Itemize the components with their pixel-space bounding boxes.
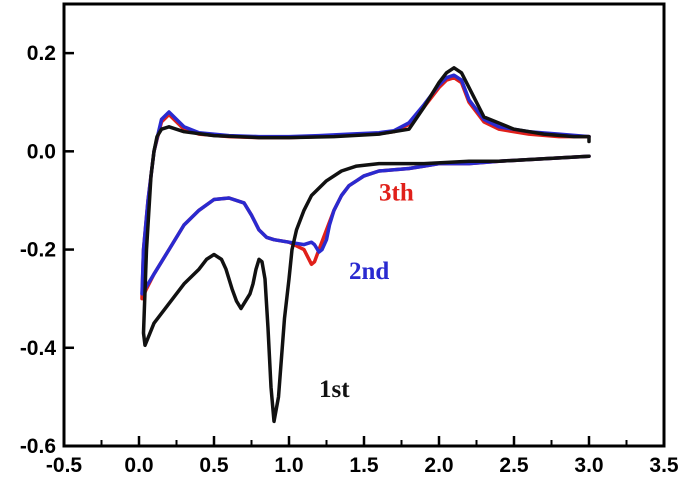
x-tick-label: -0.5 [46, 454, 83, 477]
y-tick-label: 0.2 [27, 42, 56, 65]
series-label-3th: 3th [379, 179, 414, 206]
x-axis-ticks: -0.5 0.0 0.5 1.0 1.5 2.0 2.5 3.0 3.5 [46, 436, 679, 477]
y-tick-label: -0.2 [20, 239, 56, 262]
x-tick-label: 2.0 [424, 454, 453, 477]
series-label-1st: 1st [319, 376, 350, 403]
series-labels: 3th 2nd 1st [319, 179, 414, 402]
y-tick-label: -0.4 [20, 337, 57, 360]
y-tick-label: -0.6 [20, 435, 56, 458]
series-label-2nd: 2nd [349, 258, 389, 285]
x-tick-label: 3.5 [649, 454, 679, 477]
x-tick-label: 3.0 [574, 454, 603, 477]
y-axis-ticks: 0.2 0.0 -0.2 -0.4 -0.6 [20, 42, 74, 458]
x-tick-label: 1.5 [349, 454, 379, 477]
y-tick-label: 0.0 [27, 140, 56, 163]
plot-frame [62, 2, 666, 448]
x-tick-label: 1.0 [274, 454, 303, 477]
series-layer [140, 66, 591, 424]
series-line-1st [141, 66, 591, 424]
x-tick-label: 0.5 [199, 454, 229, 477]
x-tick-label: 0.0 [124, 454, 153, 477]
x-tick-label: 2.5 [499, 454, 529, 477]
